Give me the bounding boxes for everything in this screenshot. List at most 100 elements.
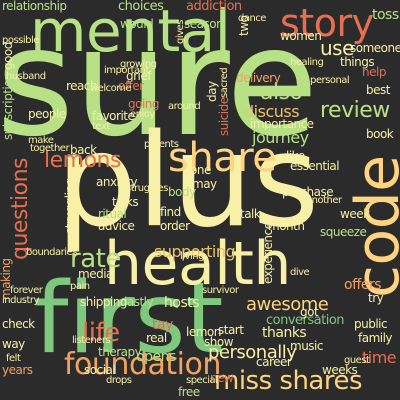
word-forever: forever [10, 285, 43, 296]
word-make: make [28, 135, 54, 146]
word-personal: personal [310, 75, 350, 86]
word-anxiety: anxiety [96, 175, 138, 189]
word-choices: choices [118, 0, 164, 14]
word-show: show [204, 335, 234, 349]
word-things: things [340, 55, 375, 69]
word-therapy: therapy [98, 345, 142, 359]
word-questions: questions [8, 157, 33, 260]
word-career: career [256, 355, 292, 369]
word-tay: tay [152, 317, 173, 333]
word-family: family [358, 331, 393, 345]
word-delivery: delivery [236, 71, 281, 85]
word-body: body [168, 185, 196, 199]
word-listeners: listeners [72, 335, 111, 346]
word-foundation: foundation [64, 347, 221, 382]
word-advice: advice [98, 219, 135, 233]
word-hosts: hosts [164, 295, 200, 311]
word-media: media [78, 267, 113, 281]
word-month: month [268, 219, 305, 233]
word-dance: dance [238, 13, 266, 24]
word-survivor: survivor [202, 285, 239, 296]
word-life: life [82, 318, 120, 348]
word-essential: essential [290, 159, 340, 173]
word-discuss: discuss [244, 102, 300, 121]
word-ritual: ritual [98, 207, 127, 221]
word-years: years [2, 363, 33, 377]
word-guest: guest [344, 355, 370, 366]
word-miss-shares: miss shares [214, 366, 363, 396]
word-back: back [70, 143, 97, 157]
word-lemon: lemon [186, 325, 221, 339]
word-mental: mental [30, 0, 231, 65]
word-rate: rate [70, 244, 121, 274]
word-plus: plus [56, 107, 319, 256]
word-time: time [362, 348, 397, 367]
word-talks: talks [112, 195, 139, 209]
word-possible: possible [2, 35, 39, 46]
word-someone: someone [350, 41, 400, 55]
word-squeeze: squeeze [320, 225, 367, 239]
word-favorite: favorite [92, 109, 135, 123]
word-help: help [362, 65, 386, 79]
word-health: health [104, 229, 291, 299]
word-important: important [104, 65, 149, 76]
word-experience: experience [261, 222, 275, 284]
word-subscription: subscription [1, 72, 15, 140]
word-husband: husband [6, 71, 46, 82]
word-would: would [120, 17, 154, 31]
word-check: check [2, 317, 35, 331]
word-awesome: awesome [246, 294, 329, 315]
word-first: first [34, 262, 224, 376]
word-growing: growing [120, 59, 157, 70]
word-way: way [2, 337, 25, 351]
word-together: together [30, 143, 70, 154]
word-drops: drops [106, 375, 132, 386]
word-struggling: struggling [63, 178, 77, 234]
word-best: best [366, 83, 390, 97]
word-parents: parents [144, 139, 179, 150]
word-struggles: struggles [126, 183, 168, 194]
word-healing: healing [290, 57, 324, 68]
word-importance: importance [250, 117, 314, 131]
word-got: got [300, 305, 319, 319]
word-share: share [168, 135, 277, 181]
word-order: order [160, 219, 190, 233]
word-lastly: lastly [124, 295, 154, 309]
word-week: week [340, 207, 370, 221]
word-new: new [210, 371, 234, 385]
word-also: also [260, 80, 303, 105]
word-book: book [366, 127, 394, 141]
word-felt: felt [6, 353, 21, 364]
word-offers: offers [344, 277, 382, 293]
word-text: text [92, 121, 110, 132]
word-sacred: sacred [219, 67, 230, 98]
word-boundaries: boundaries [26, 247, 77, 258]
word-dive: dive [290, 267, 310, 278]
word-story: story [280, 1, 374, 45]
word-good: good [1, 42, 15, 70]
word-lemons: lemons [44, 148, 121, 173]
word-pain: pain [70, 281, 90, 292]
word-use: use [320, 36, 354, 60]
word-one: one [190, 163, 211, 177]
word-living: living [180, 251, 204, 262]
word-real: real [146, 331, 167, 345]
word-opens: opens [136, 349, 176, 365]
word-relationship: relationship [2, 0, 67, 13]
word-personally: personally [208, 342, 297, 363]
word-grief: grief [126, 69, 152, 83]
word-social: social [84, 363, 116, 377]
word-sure: sure [0, 0, 318, 170]
word-addiction: addiction [186, 0, 242, 14]
word-start: start [218, 323, 244, 337]
word-reach: reach [66, 79, 98, 93]
word-thanks: thanks [262, 325, 307, 341]
word-weeks: weeks [322, 363, 358, 377]
word-try: try [368, 291, 384, 305]
word-another: another [306, 195, 342, 206]
word-enjoy: enjoy [130, 109, 155, 120]
word-going: going [128, 97, 160, 111]
word-industry: industry [2, 295, 39, 306]
word-around: around [168, 101, 201, 112]
word-review: review [320, 98, 390, 123]
